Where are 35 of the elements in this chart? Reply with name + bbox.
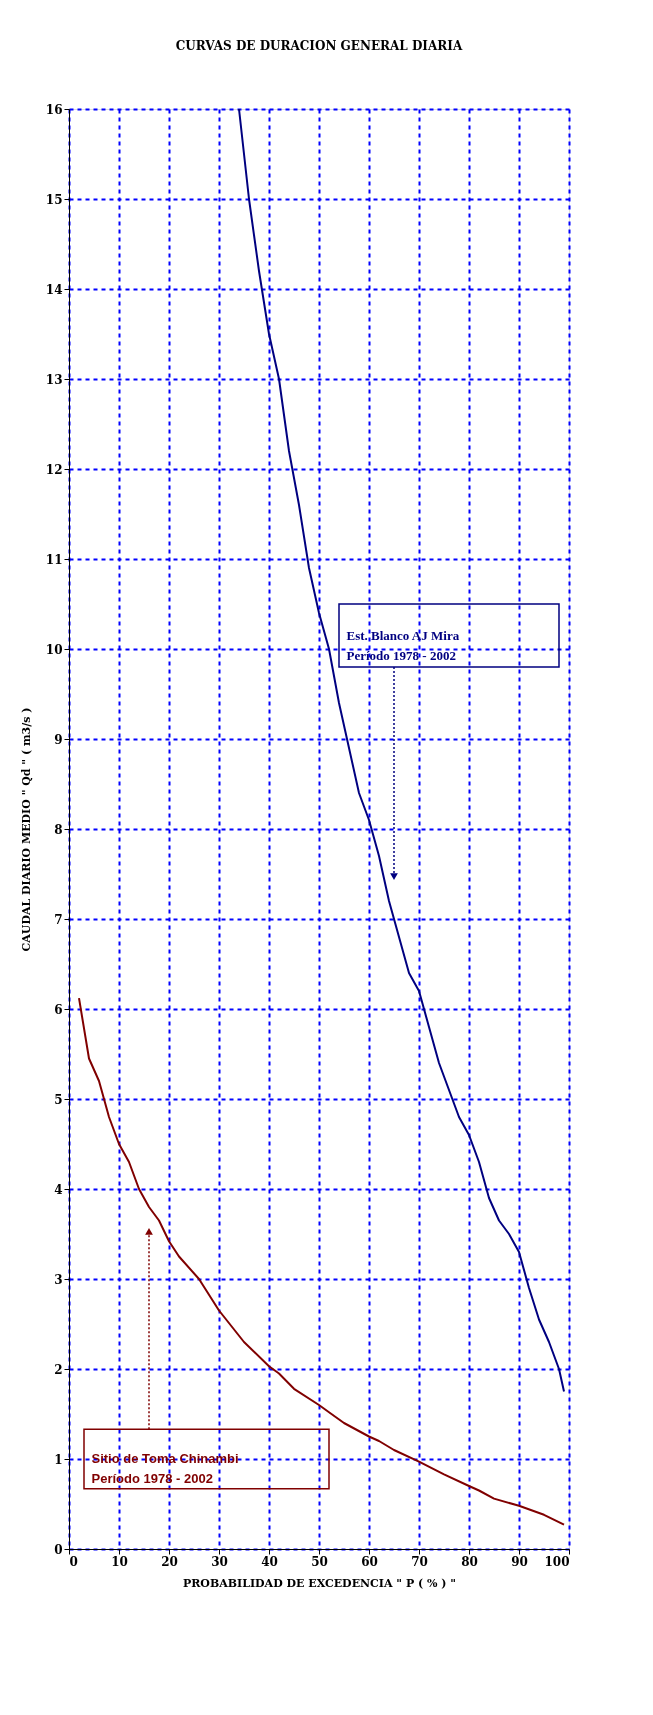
x-tick-label: 100 — [544, 1554, 570, 1569]
y-tick-label: 14 — [45, 282, 63, 297]
y-tick-label: 9 — [54, 732, 63, 747]
y-tick-label: 13 — [45, 372, 63, 387]
x-tick-label: 30 — [211, 1554, 228, 1569]
y-tick-label: 11 — [45, 552, 63, 567]
x-tick-label: 90 — [511, 1554, 528, 1569]
y-tick-label: 5 — [54, 1092, 63, 1107]
annotation: Est. Blanco AJ Mira Período 1978 - 2002 — [346, 627, 460, 663]
y-tick-label: 10 — [45, 642, 63, 657]
x-tick-label: 70 — [411, 1554, 428, 1569]
x-tick-label: 40 — [261, 1554, 278, 1569]
x-tick-label: 10 — [111, 1554, 128, 1569]
y-tick-label: 0 — [54, 1542, 63, 1557]
x-tick-label: 80 — [461, 1554, 478, 1569]
y-axis-title: CAUDAL DIARIO MEDIO " Qd " ( m3/s ) — [19, 707, 33, 952]
y-tick-label: 12 — [45, 462, 63, 477]
line-series — [78, 997, 565, 1526]
x-tick-label: 0 — [69, 1554, 78, 1569]
y-tick-label: 4 — [54, 1182, 63, 1197]
y-tick-label: 8 — [54, 822, 63, 837]
y-tick-label: 15 — [45, 192, 63, 207]
annotation: Sitio de Toma Chinambi Período 1978 - 2002 — [91, 1451, 239, 1486]
x-tick-label: 20 — [161, 1554, 178, 1569]
y-tick-label: 2 — [54, 1362, 63, 1377]
x-tick-label: 60 — [361, 1554, 378, 1569]
chart-title: CURVAS DE DURACION GENERAL DIARIA — [175, 39, 463, 53]
y-tick-label: 7 — [54, 912, 63, 927]
line-series — [238, 108, 565, 1393]
y-tick-label: 16 — [45, 102, 63, 117]
x-axis-title: PROBABILIDAD DE EXCEDENCIA " P ( % ) " — [182, 1576, 457, 1590]
y-tick-label: 6 — [54, 1002, 63, 1017]
y-tick-label: 3 — [54, 1272, 63, 1287]
x-tick-label: 50 — [311, 1554, 328, 1569]
y-tick-label: 1 — [54, 1452, 63, 1467]
